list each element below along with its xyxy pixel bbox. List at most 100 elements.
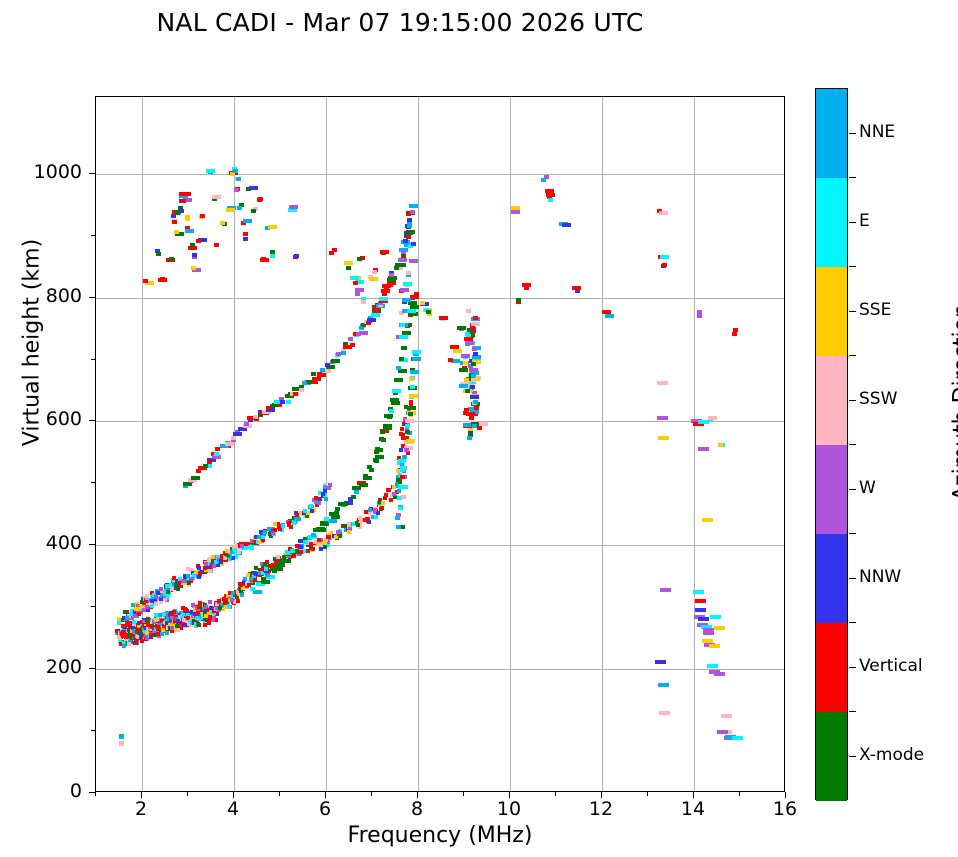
- scatter-point: [469, 367, 479, 372]
- scatter-point: [303, 508, 308, 513]
- x-minor-tick: [555, 792, 556, 796]
- scatter-point: [471, 422, 481, 426]
- scatter-point: [159, 588, 164, 593]
- scatter-point: [703, 631, 715, 636]
- scatter-point: [602, 310, 612, 315]
- scatter-point: [230, 590, 235, 595]
- scatter-point: [281, 558, 291, 563]
- scatter-point: [690, 419, 702, 424]
- scatter-point: [358, 518, 363, 523]
- scatter-point: [317, 501, 322, 506]
- scatter-point: [388, 273, 394, 278]
- scatter-point: [377, 447, 383, 452]
- scatter-point: [343, 341, 349, 346]
- scatter-point: [220, 602, 225, 607]
- scatter-point: [384, 492, 389, 497]
- scatter-point: [658, 210, 668, 215]
- scatter-point: [317, 543, 322, 548]
- scatter-point: [400, 433, 405, 438]
- scatter-point: [407, 243, 413, 248]
- scatter-point: [169, 610, 174, 615]
- y-tick: [89, 544, 95, 546]
- scatter-point: [312, 528, 318, 533]
- scatter-point: [255, 582, 265, 587]
- scatter-point: [181, 578, 186, 583]
- scatter-point: [412, 351, 418, 356]
- scatter-point: [463, 361, 469, 366]
- scatter-point: [401, 443, 406, 448]
- scatter-point: [467, 427, 473, 432]
- scatter-point: [380, 429, 390, 434]
- scatter-point: [259, 530, 264, 535]
- scatter-point: [247, 544, 252, 549]
- scatter-point: [303, 540, 309, 545]
- scatter-point: [159, 586, 164, 591]
- scatter-point: [129, 611, 134, 616]
- scatter-point: [394, 490, 399, 494]
- scatter-point: [258, 196, 264, 201]
- scatter-point: [399, 287, 409, 292]
- scatter-point: [327, 519, 337, 524]
- x-tick-label: 16: [772, 798, 798, 820]
- scatter-point: [406, 450, 411, 455]
- scatter-point: [291, 553, 296, 558]
- scatter-point: [276, 522, 281, 527]
- scatter-point: [188, 568, 193, 573]
- scatter-point: [380, 250, 390, 255]
- colorbar-tick: [849, 310, 856, 312]
- scatter-point: [246, 415, 256, 420]
- gridline-vertical: [602, 97, 603, 791]
- scatter-point: [657, 415, 669, 420]
- scatter-point: [408, 300, 418, 305]
- scatter-point: [659, 254, 669, 259]
- scatter-point: [131, 602, 136, 607]
- scatter-point: [186, 574, 191, 579]
- scatter-point: [220, 607, 225, 612]
- scatter-point: [471, 362, 477, 367]
- scatter-point: [323, 539, 328, 544]
- scatter-point: [547, 197, 553, 202]
- scatter-point: [241, 545, 246, 550]
- scatter-point: [405, 436, 410, 441]
- scatter-point: [315, 526, 325, 531]
- scatter-point: [208, 565, 213, 570]
- scatter-point: [410, 369, 420, 374]
- colorbar-tick: [849, 577, 856, 579]
- scatter-point: [252, 574, 257, 579]
- scatter-point: [278, 524, 283, 529]
- scatter-point: [202, 622, 207, 627]
- scatter-point: [333, 511, 339, 516]
- scatter-point: [227, 557, 232, 562]
- scatter-point: [182, 622, 187, 627]
- scatter-point: [386, 280, 396, 285]
- scatter-point: [658, 436, 670, 441]
- scatter-point: [123, 637, 128, 642]
- scatter-point: [412, 349, 422, 354]
- scatter-point: [448, 357, 454, 362]
- scatter-point: [222, 555, 227, 560]
- scatter-point: [409, 403, 414, 408]
- scatter-point: [274, 560, 279, 565]
- scatter-point: [398, 479, 403, 484]
- scatter-point: [732, 328, 738, 333]
- scatter-point: [154, 594, 159, 599]
- x-tick: [693, 792, 694, 798]
- scatter-point: [375, 454, 385, 459]
- scatter-point: [209, 605, 214, 610]
- gridline-horizontal: [96, 297, 784, 299]
- colorbar-label-ssw: SSW: [859, 388, 898, 409]
- scatter-point: [516, 298, 522, 303]
- scatter-point: [260, 257, 266, 262]
- scatter-point: [291, 516, 296, 521]
- scatter-point: [382, 426, 392, 431]
- scatter-point: [243, 576, 248, 581]
- scatter-point: [219, 444, 229, 449]
- scatter-point: [714, 672, 726, 677]
- scatter-point: [386, 488, 391, 493]
- scatter-point: [695, 607, 707, 612]
- colorbar-segment-vertical: [816, 623, 847, 712]
- scatter-point: [214, 606, 219, 611]
- scatter-point: [463, 408, 469, 413]
- scatter-point: [274, 566, 284, 571]
- scatter-point: [574, 289, 580, 294]
